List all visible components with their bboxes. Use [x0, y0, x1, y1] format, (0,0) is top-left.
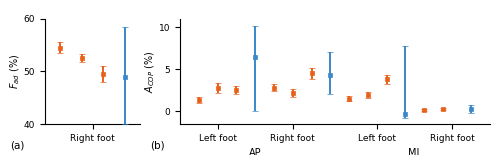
Text: (b): (b): [150, 141, 164, 151]
Text: (a): (a): [10, 141, 24, 151]
Text: ML: ML: [408, 148, 422, 155]
Text: AP: AP: [249, 148, 262, 155]
Y-axis label: $F_{ad}$ (%): $F_{ad}$ (%): [9, 53, 22, 89]
Y-axis label: $A_{COP}$ (%): $A_{COP}$ (%): [144, 50, 158, 93]
